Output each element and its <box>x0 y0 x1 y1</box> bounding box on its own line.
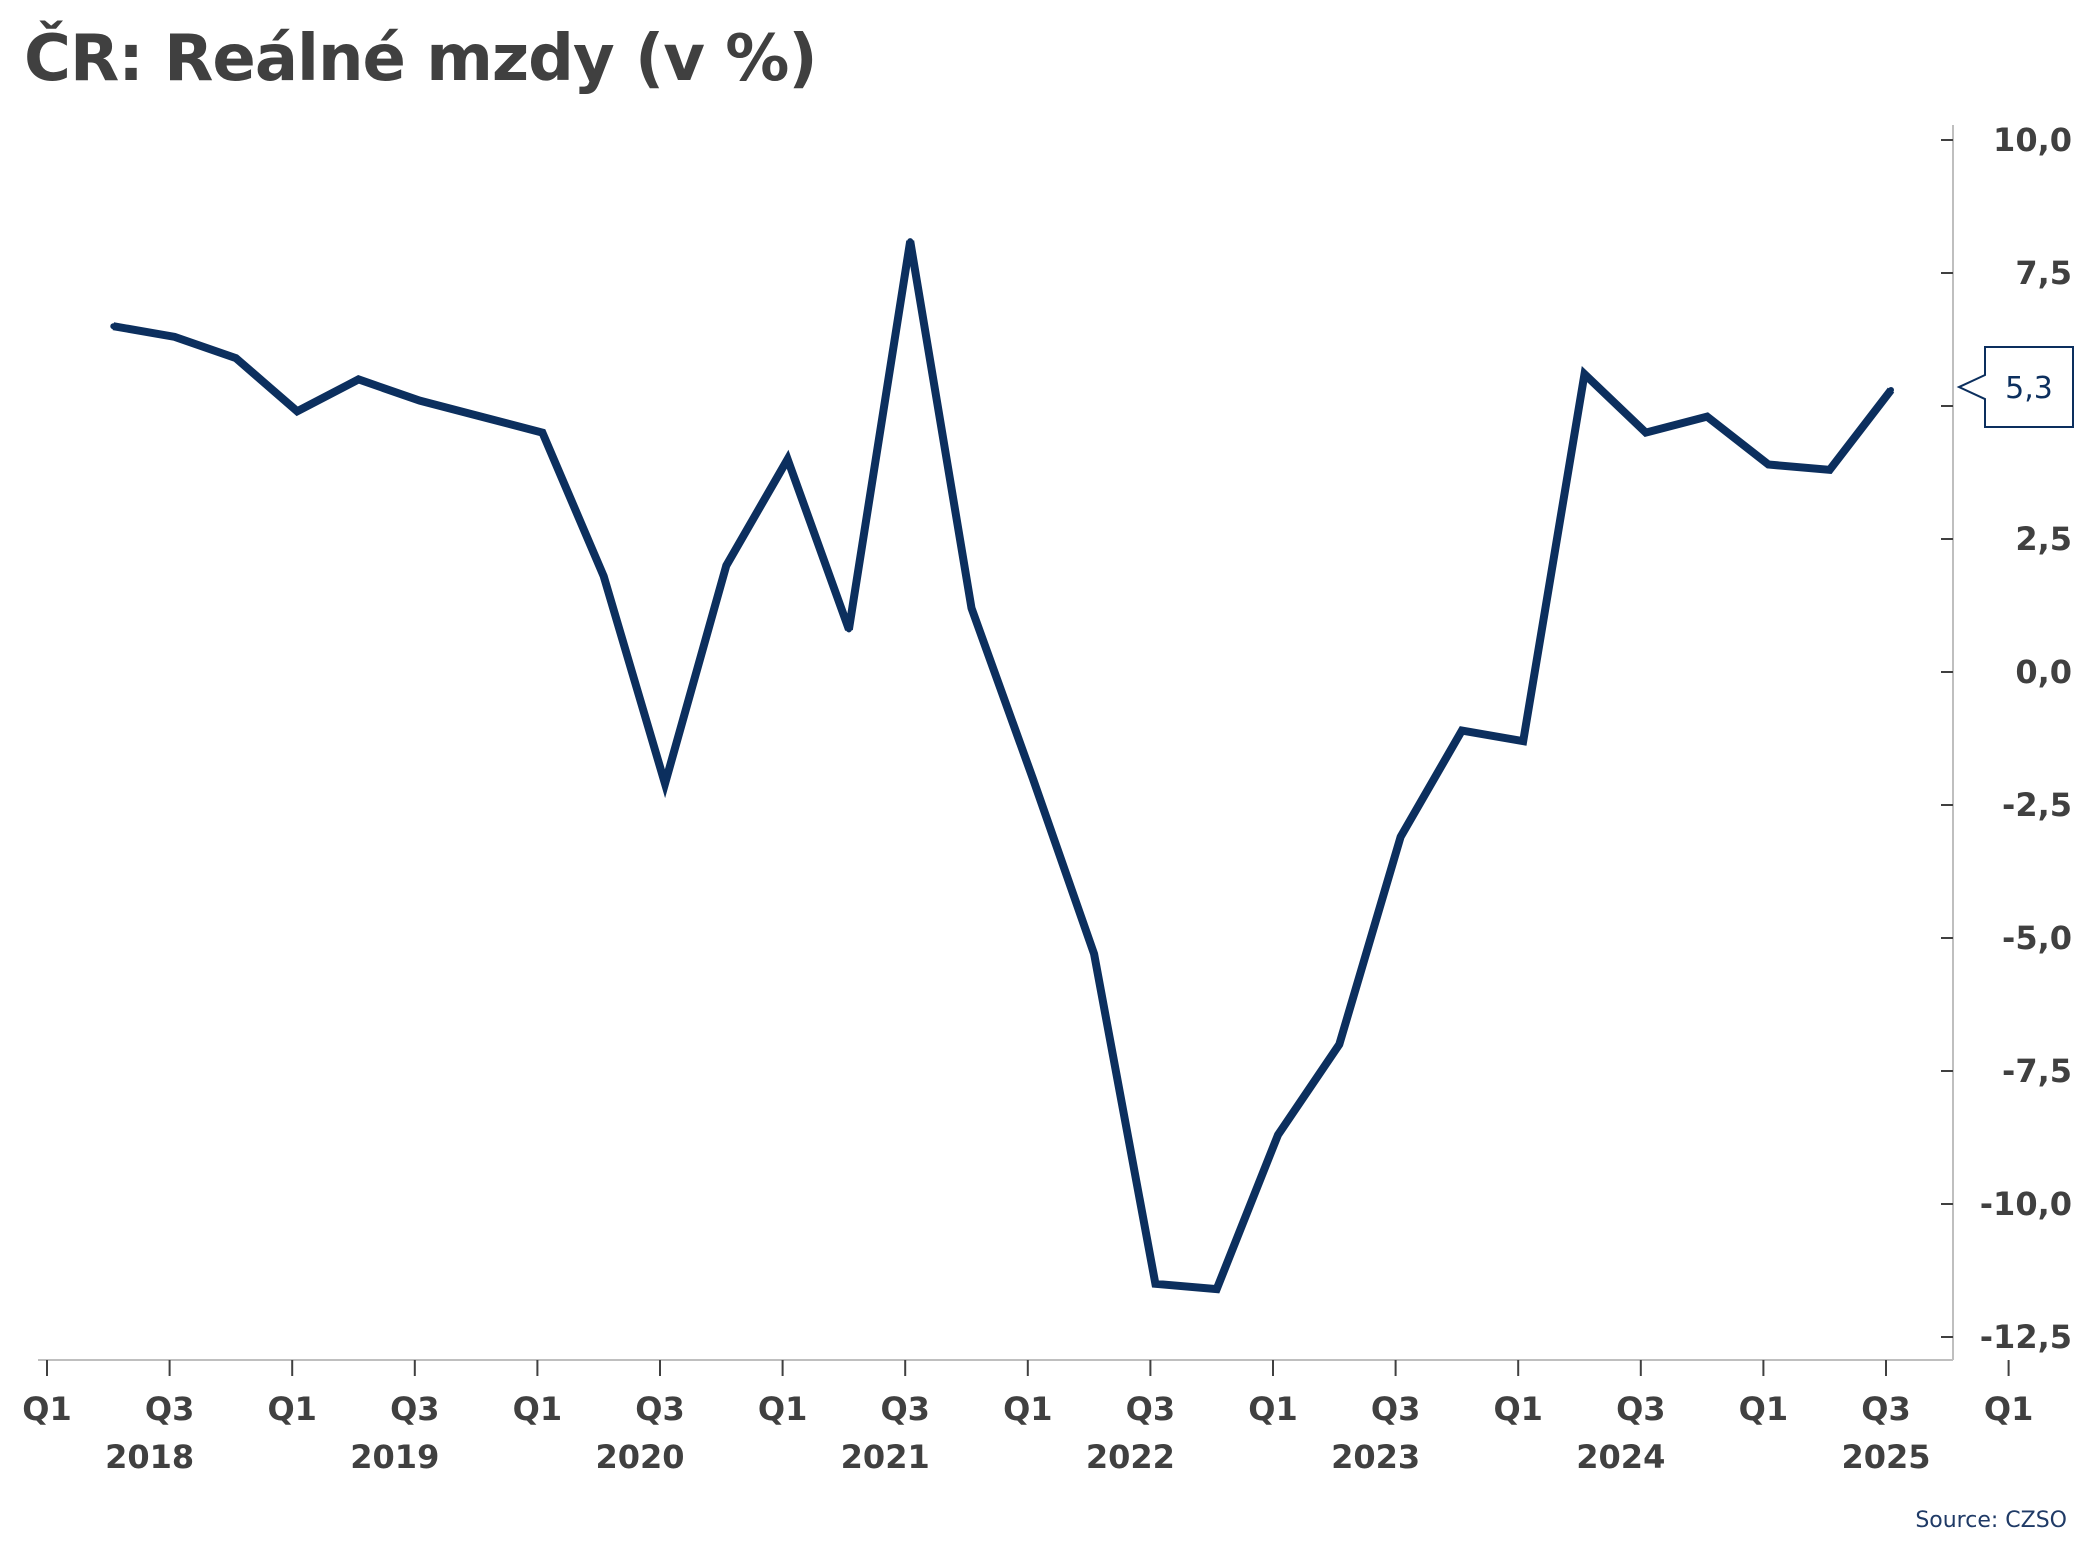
data-point <box>478 413 485 420</box>
data-point <box>784 456 791 463</box>
data-point <box>1275 1131 1281 1138</box>
data-point <box>1581 371 1588 378</box>
data-point <box>1642 429 1649 436</box>
data-point <box>355 376 362 383</box>
y-tick-label: -10,0 <box>1980 1185 2072 1223</box>
year-label: 2021 <box>841 1438 930 1476</box>
x-tick-label: Q1 <box>513 1390 562 1428</box>
series-layer <box>110 238 1895 1294</box>
y-tick-label: 7,5 <box>2015 254 2072 292</box>
x-tick-label: Q3 <box>145 1390 194 1428</box>
last-value-callout <box>1956 346 2074 429</box>
x-tick-label: Q1 <box>758 1390 807 1428</box>
last-value-callout-group: 5,3 <box>1956 346 2074 429</box>
y-tick-label: -7,5 <box>2002 1052 2072 1090</box>
data-point <box>1458 727 1465 734</box>
data-point <box>1397 833 1404 840</box>
y-tick-label: -5,0 <box>2002 919 2072 957</box>
x-tick-label: Q3 <box>1371 1390 1420 1428</box>
x-tick-label: Q1 <box>1739 1390 1788 1428</box>
x-tick-label: Q3 <box>1126 1390 1175 1428</box>
year-label: 2019 <box>350 1438 439 1476</box>
x-tick-label: Q3 <box>635 1390 684 1428</box>
source-note: Source: CZSO <box>1915 1508 2067 1533</box>
chart-title: ČR: Reálné mzdy (v %) <box>24 22 818 96</box>
last-value-label: 5,3 <box>2005 371 2053 406</box>
x-tick-label: Q3 <box>390 1390 439 1428</box>
y-tick-label: -2,5 <box>2002 786 2072 824</box>
y-tick-label: -12,5 <box>1980 1318 2072 1356</box>
data-point <box>1826 466 1833 473</box>
year-label: 2018 <box>105 1438 194 1476</box>
series-line-0 <box>112 240 1895 1294</box>
x-tick-label: Q1 <box>1493 1390 1542 1428</box>
x-tick-label: Q1 <box>22 1390 71 1428</box>
data-point <box>1520 738 1527 745</box>
x-tick-label: Q1 <box>1003 1390 1052 1428</box>
year-label: 2020 <box>595 1438 684 1476</box>
data-point <box>1336 1041 1343 1048</box>
x-tick-label: Q1 <box>1248 1390 1297 1428</box>
data-point <box>232 355 239 362</box>
x-axis: Q1Q3Q1Q3Q1Q3Q1Q3Q1Q3Q1Q3Q1Q3Q1Q3Q1Q3Q1Q3… <box>22 1359 2033 1476</box>
y-axis: 10,07,55,02,50,0-2,5-5,0-7,5-10,0-12,5 <box>1941 121 2072 1360</box>
x-tick-label: Q1 <box>1984 1390 2033 1428</box>
data-point <box>1765 461 1772 468</box>
y-tick-label: 10,0 <box>1993 121 2072 159</box>
x-tick-label: Q1 <box>267 1390 316 1428</box>
data-point <box>968 605 975 612</box>
data-point <box>845 626 852 633</box>
x-tick-label: Q3 <box>1861 1390 1910 1428</box>
data-point <box>907 238 914 245</box>
x-tick-label: Q3 <box>880 1390 929 1428</box>
year-label: 2025 <box>1841 1438 1930 1476</box>
data-point <box>110 323 117 330</box>
data-point <box>1029 775 1036 782</box>
data-point <box>539 429 546 436</box>
data-point <box>416 397 423 404</box>
data-point <box>1091 950 1098 957</box>
data-point <box>1888 387 1894 394</box>
y-tick-label: 0,0 <box>2015 653 2072 691</box>
data-point <box>1152 1280 1159 1287</box>
data-point <box>294 408 301 415</box>
y-tick-label: 2,5 <box>2015 520 2072 558</box>
year-label: 2022 <box>1086 1438 1175 1476</box>
data-point <box>723 562 730 569</box>
year-label: 2024 <box>1576 1438 1665 1476</box>
data-point <box>662 780 668 787</box>
data-point <box>600 573 607 580</box>
year-label: 2023 <box>1331 1438 1420 1476</box>
x-tick-label: Q3 <box>1616 1390 1665 1428</box>
data-point <box>171 333 178 340</box>
data-point <box>1704 413 1711 420</box>
data-point <box>1213 1286 1220 1293</box>
